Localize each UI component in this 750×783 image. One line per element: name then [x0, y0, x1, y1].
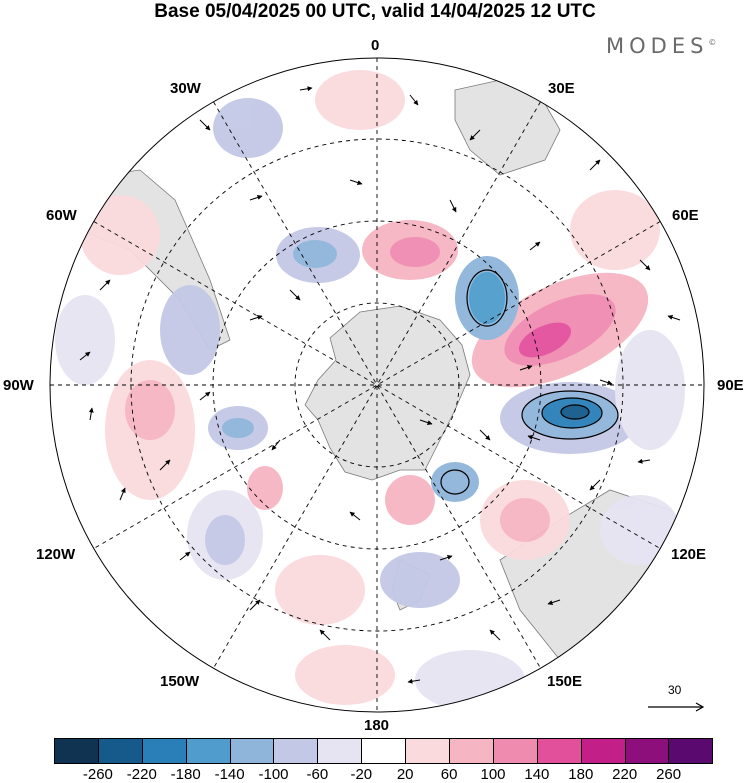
contour	[466, 269, 508, 327]
meridian	[213, 101, 541, 669]
positive-anomaly	[125, 380, 175, 440]
colorbar-swatch	[406, 739, 451, 763]
colorbar-swatch	[142, 739, 187, 763]
colorbar-swatch	[537, 739, 582, 763]
colorbar-tick-label: -100	[258, 766, 289, 783]
latitude-circle	[130, 138, 624, 632]
reference-vector-label: 30	[668, 683, 682, 697]
graticule	[50, 58, 704, 712]
colorbar-tick-label: -220	[126, 766, 157, 783]
reference-vector-arrow	[648, 702, 705, 712]
colorbar-ticks: -260 -220 -180 -140 -100 -60 -20 20 60 100 140 180 2…	[0, 766, 750, 783]
colorbar-tick-label: 140	[524, 766, 550, 783]
colorbar-tick-label: 20	[396, 766, 414, 783]
colorbar-swatch	[98, 739, 143, 763]
negative-anomaly	[213, 98, 283, 158]
contours	[440, 269, 619, 495]
negative-anomaly	[431, 462, 479, 502]
negative-anomaly	[600, 495, 680, 565]
meridian	[93, 221, 661, 549]
lon-label-60e: 60E	[672, 207, 699, 224]
brand-logo: MODES©	[606, 34, 716, 58]
lon-label-60w: 60W	[46, 207, 77, 224]
colorbar-swatch	[230, 739, 275, 763]
polar-map	[49, 57, 705, 713]
colorbar-swatch	[669, 739, 713, 763]
map-title: Base 05/04/2025 00 UTC, valid 14/04/2025…	[154, 1, 596, 22]
positive-anomaly	[570, 190, 660, 270]
brand-name: MODES	[606, 34, 709, 58]
lon-label-0: 0	[371, 37, 380, 54]
colorbar-tick-label: 180	[568, 766, 594, 783]
antarctica	[304, 305, 471, 481]
lon-label-30e: 30E	[548, 80, 575, 97]
meridian	[93, 221, 661, 549]
negative-anomaly	[205, 515, 245, 565]
colorbar-swatch	[318, 739, 363, 763]
colorbar-swatch	[362, 739, 407, 763]
negative-anomaly	[160, 285, 220, 375]
positive-anomaly	[385, 475, 435, 525]
colorbar-swatch	[493, 739, 538, 763]
lon-label-30w: 30W	[170, 80, 201, 97]
positive-anomaly	[315, 70, 405, 130]
map-border	[49, 57, 705, 713]
lon-label-120e: 120E	[671, 546, 707, 563]
colorbar-swatch	[55, 739, 99, 763]
positive-anomaly	[247, 466, 283, 510]
negative-anomaly	[293, 240, 337, 268]
negative-anomaly	[469, 272, 505, 324]
contour	[440, 469, 470, 495]
positive-anomaly	[500, 498, 550, 542]
lon-label-90e: 90E	[717, 377, 744, 394]
lon-label-180: 180	[364, 717, 390, 734]
colorbar-swatch	[581, 739, 626, 763]
negative-anomaly	[415, 650, 525, 710]
negative-anomaly	[615, 330, 685, 450]
negative-anomaly	[380, 552, 460, 608]
positive-anomaly	[275, 555, 365, 625]
colorbar-swatch	[274, 739, 319, 763]
positive-anomaly	[390, 237, 440, 267]
contour	[541, 397, 603, 429]
lon-label-90w: 90W	[3, 377, 34, 394]
colorbar-tick-label: -140	[214, 766, 245, 783]
colorbar-tick-label: 260	[656, 766, 682, 783]
map-disk	[50, 58, 704, 712]
colorbar-tick-label: 60	[440, 766, 458, 783]
colorbar-swatch	[450, 739, 494, 763]
colorbar	[54, 738, 714, 764]
contour	[560, 404, 590, 420]
lon-label-150e: 150E	[547, 673, 583, 690]
lon-label-120w: 120W	[36, 546, 76, 563]
meridian	[213, 101, 541, 669]
colorbar-swatch	[625, 739, 670, 763]
contour	[521, 390, 619, 440]
colorbar-tick-label: 100	[480, 766, 506, 783]
colorbar-swatch	[186, 739, 231, 763]
brand-mark: ©	[708, 38, 717, 47]
negative-anomaly	[222, 418, 254, 438]
colorbar-tick-label: -20	[350, 766, 373, 783]
colorbar-tick-label: -180	[170, 766, 201, 783]
negative-anomaly	[561, 405, 589, 419]
colorbar-tick-label: 220	[612, 766, 638, 783]
negative-anomaly	[55, 295, 115, 385]
positive-anomaly	[518, 322, 572, 358]
positive-anomaly	[295, 645, 395, 705]
colorbar-tick-label: -60	[306, 766, 329, 783]
colorbar-tick-label: -260	[82, 766, 113, 783]
lon-label-150w: 150W	[160, 673, 200, 690]
positive-anomaly	[80, 195, 160, 275]
